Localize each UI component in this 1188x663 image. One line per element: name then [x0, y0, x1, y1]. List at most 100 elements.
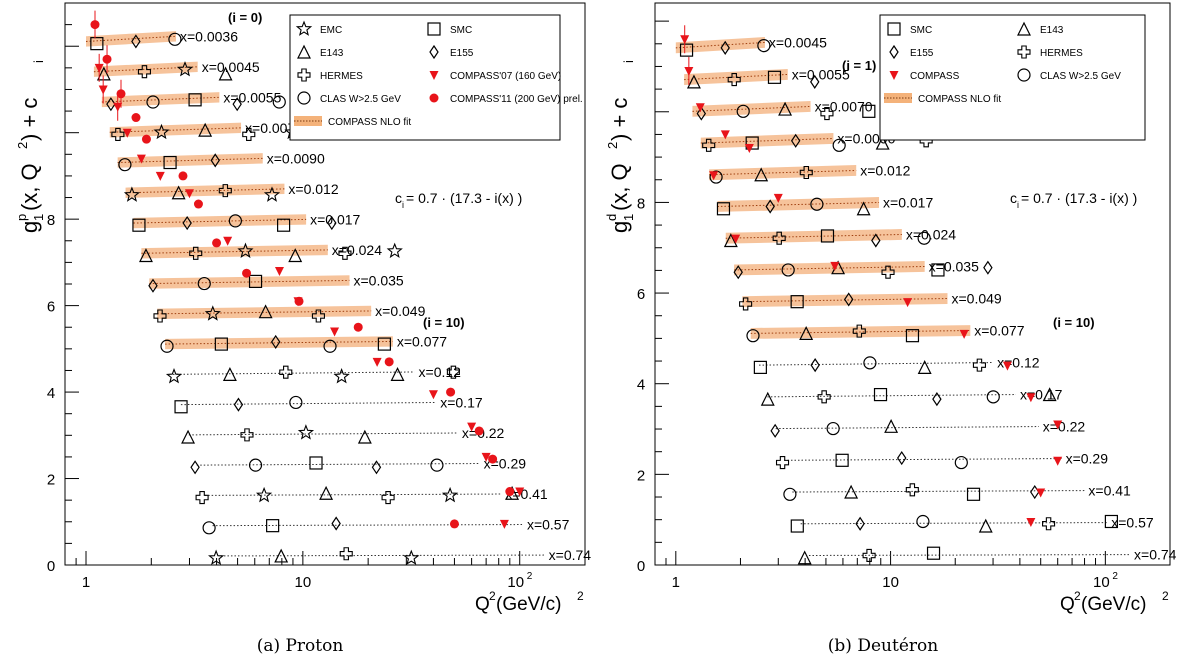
x-tick-label: 10	[295, 574, 312, 591]
data-point-triangle	[797, 550, 812, 565]
x-bin-label: x=0.012	[860, 162, 910, 178]
data-point-diamond	[855, 516, 865, 531]
legend-marker-triangle	[1017, 21, 1031, 36]
y-tick-label: 2	[47, 472, 55, 489]
data-point-square	[90, 37, 104, 51]
legend-label: E143	[1040, 25, 1064, 36]
data-point-diamond	[233, 397, 244, 412]
fit-band	[93, 61, 198, 77]
data-point-triangle	[288, 248, 303, 263]
x-bin-label: x=0.17	[440, 394, 483, 410]
x-bin-label: x=0.0045	[202, 59, 260, 75]
data-point-triangle	[1042, 387, 1057, 402]
data-point-diamond	[790, 133, 801, 148]
data-point-square	[767, 70, 782, 84]
data-point-diamond	[810, 358, 820, 373]
data-point-star	[441, 486, 459, 503]
x-axis-label-unit-exp: 2	[1162, 589, 1169, 603]
x-bin-label: x=0.0070	[815, 98, 873, 114]
data-point-cross	[817, 390, 831, 404]
data-point-cross	[862, 548, 876, 563]
data-point-circle	[118, 158, 132, 172]
data-point-circle	[248, 458, 263, 472]
data-point-diamond	[371, 460, 382, 475]
data-point-cross	[739, 297, 753, 311]
y-tick-label: 6	[47, 299, 55, 316]
legend-label: SMC	[910, 25, 932, 36]
data-point-diamond	[190, 460, 200, 475]
data-point-circle	[323, 339, 337, 353]
y-axis-label-rest: (x, Q	[17, 163, 42, 211]
data-point-circle	[781, 263, 795, 277]
data-point-tri-down	[1053, 456, 1063, 466]
data-point-diamond	[232, 97, 242, 112]
y-axis-label-g: g	[17, 221, 42, 233]
data-point-circle	[826, 421, 840, 436]
data-point-circle	[810, 197, 824, 211]
fit-band	[86, 31, 177, 47]
formula-rest: = 0.7 · (17.3 - i(x) )	[1021, 190, 1137, 206]
data-point-cross	[772, 231, 786, 245]
legend-label: EMC	[320, 25, 342, 36]
data-point-star	[123, 186, 141, 202]
legend-label: CLAS W>2.5 GeV	[1040, 71, 1121, 82]
fit-band	[157, 305, 372, 320]
data-point-tri-down	[1002, 361, 1012, 371]
data-point-square	[790, 295, 804, 309]
data-point-tri-down	[515, 487, 525, 497]
data-point-cross	[905, 483, 919, 497]
legend-label: SMC	[450, 25, 472, 36]
legend-label: E155	[910, 48, 934, 59]
fit-line	[180, 401, 437, 406]
x-bin-label: x=0.22	[462, 425, 505, 441]
y-tick-label: 0	[47, 558, 55, 575]
data-point-dot	[353, 322, 363, 332]
x-bin-label: x=0.57	[1111, 515, 1154, 531]
data-point-star	[263, 186, 281, 202]
data-point-square	[790, 519, 804, 533]
data-point-diamond	[983, 260, 993, 275]
data-point-square	[873, 387, 888, 402]
fit-line	[783, 458, 1062, 461]
fit-band	[101, 92, 220, 108]
data-point-dot	[294, 296, 304, 306]
data-point-tri-down	[98, 85, 108, 95]
data-point-square	[835, 453, 849, 467]
data-point-square	[745, 136, 759, 150]
data-point-diamond	[720, 40, 730, 55]
data-point-square	[931, 263, 945, 277]
y-axis-label-sup: p	[14, 214, 29, 221]
y-axis-label-i: i	[621, 60, 636, 63]
x-tick-label-exp: 2	[527, 571, 533, 582]
x-axis-label-unit-exp: 2	[577, 589, 584, 603]
data-point-circle	[986, 390, 1000, 404]
data-point-dot	[488, 454, 498, 464]
x-bin-label: x=0.077	[974, 323, 1024, 339]
y-axis-label-sub: 1	[31, 214, 46, 221]
data-point-diamond	[733, 265, 743, 280]
x-bin-label: x=0.024	[332, 242, 382, 258]
fit-line	[204, 493, 502, 496]
data-point-dot	[446, 387, 456, 397]
data-point-square	[679, 43, 694, 57]
x-bin-label: x=0.74	[1134, 547, 1177, 563]
data-point-cross	[702, 138, 716, 152]
data-point-circle	[197, 276, 211, 291]
data-point-diamond	[765, 199, 775, 214]
data-point-triangle	[258, 304, 273, 319]
data-point-triangle	[274, 548, 289, 563]
data-point-triangle	[799, 326, 814, 341]
fit-line	[196, 463, 480, 466]
x-bin-label: x=0.0036	[180, 28, 238, 44]
x-bin-label: x=0.049	[375, 303, 425, 319]
legend-marker-diamond	[429, 44, 439, 60]
data-point-star	[333, 367, 350, 384]
data-point-dot	[449, 519, 459, 529]
data-point-tri-down	[1053, 420, 1063, 430]
legend-label: COMPASS	[910, 71, 960, 82]
fit-line	[101, 96, 220, 103]
data-point-circle	[289, 395, 303, 410]
legend-marker-triangle	[297, 44, 311, 59]
data-point-star	[176, 61, 194, 77]
y-axis-label-exp: 2	[605, 142, 620, 149]
